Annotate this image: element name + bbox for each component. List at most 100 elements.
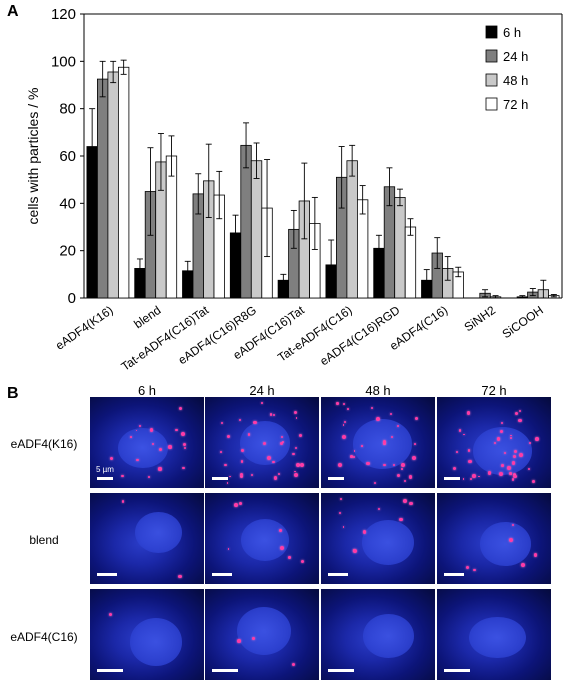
particle-dot (469, 477, 472, 480)
particle-dot (533, 553, 537, 557)
particle-dot (234, 503, 238, 507)
bar (394, 197, 406, 299)
particle-dot (109, 456, 113, 460)
particle-dot (269, 413, 273, 416)
particle-dot (229, 475, 231, 478)
particle-dot (455, 451, 458, 453)
particle-dot (175, 428, 178, 431)
legend-label: 6 h (503, 25, 521, 40)
column-label-24h: 24 h (249, 383, 275, 398)
bar (107, 71, 119, 299)
microscopy-panel: 6 h 24 h 48 h 72 h eADF4(K16) blend eADF… (0, 380, 569, 684)
particle-dot (509, 436, 512, 439)
bar (118, 66, 130, 299)
particle-dot (293, 410, 298, 415)
cell-nucleus (236, 607, 291, 656)
particle-dot (220, 451, 222, 454)
x-tick-label: SiNH2 (462, 303, 499, 335)
particle-dot (342, 526, 345, 528)
bar (346, 160, 358, 299)
particle-dot (296, 462, 300, 467)
particle-dot (513, 474, 517, 479)
particle-dot (453, 466, 457, 470)
particle-dot (473, 568, 476, 571)
particle-dot (399, 517, 403, 522)
particle-dot (121, 500, 124, 503)
particle-dot (148, 475, 150, 478)
particle-dot (251, 473, 254, 476)
y-tick-label: 20 (59, 243, 76, 260)
cell-nucleus (480, 522, 531, 566)
micrograph (437, 493, 551, 584)
particle-dot (239, 502, 242, 506)
scale-bar-label: 5 µm (96, 465, 114, 474)
particle-dot (272, 460, 275, 464)
particle-dot (415, 417, 419, 421)
particle-dot (279, 441, 284, 446)
particle-dot (370, 406, 374, 410)
particle-dot (226, 481, 229, 484)
micrograph (321, 589, 435, 680)
column-label-48h: 48 h (365, 383, 391, 398)
particle-dot (239, 474, 243, 478)
particle-dot (227, 548, 230, 550)
micrograph (437, 589, 551, 680)
particle-dot (108, 612, 113, 617)
particle-dot (349, 455, 353, 458)
column-label-72h: 72 h (481, 383, 507, 398)
scale-bar (212, 573, 232, 576)
scale-bar (444, 477, 460, 480)
particle-dot (300, 463, 305, 468)
particle-dot (239, 472, 244, 476)
row-label-blend: blend (29, 533, 59, 547)
particle-dot (287, 556, 291, 559)
micrograph (90, 589, 204, 680)
bar-chart: 0 20 40 60 80 100 120 cells with particles / % e… (25, 6, 563, 374)
particle-dot (136, 458, 139, 461)
particle-dot (298, 433, 303, 437)
particle-dot (279, 546, 284, 551)
bar (165, 155, 178, 299)
bar (404, 226, 417, 299)
particle-dot (472, 474, 476, 478)
particle-dot (390, 412, 393, 415)
particle-dot (462, 477, 465, 480)
y-tick-label: 100 (51, 53, 76, 70)
particle-dot (353, 450, 356, 452)
scale-bar (97, 573, 117, 576)
particle-dot (376, 416, 381, 421)
particle-dot (130, 436, 132, 439)
particle-dot (252, 637, 256, 640)
particle-dot (121, 474, 124, 478)
particle-dot (487, 471, 492, 475)
particle-dot (253, 420, 258, 425)
particle-dot (401, 463, 406, 467)
particle-dot (343, 402, 345, 405)
legend-swatch (485, 97, 498, 111)
particle-dot (412, 456, 417, 461)
particle-dot (366, 462, 370, 466)
particle-dot (377, 507, 380, 511)
particle-dot (392, 463, 396, 467)
particle-dot (527, 467, 530, 470)
particle-dot (139, 424, 141, 427)
scale-bar (328, 573, 348, 576)
micrograph: 5 µm (90, 397, 204, 488)
particle-dot (520, 563, 525, 567)
particle-dot (511, 461, 516, 465)
particle-dot (149, 428, 154, 432)
particle-dot (510, 473, 512, 476)
particle-dot (382, 440, 386, 444)
particle-dot (400, 467, 403, 470)
micrograph (205, 397, 319, 488)
scale-bar (97, 477, 113, 480)
cell-nucleus (241, 518, 290, 561)
particle-dot (477, 475, 480, 478)
y-tick-label: 40 (59, 195, 76, 212)
particle-dot (493, 441, 497, 445)
scale-bar (444, 669, 470, 672)
particle-dot (513, 449, 517, 454)
particle-dot (294, 446, 297, 450)
particle-dot (508, 537, 513, 542)
particle-dot (510, 434, 512, 437)
